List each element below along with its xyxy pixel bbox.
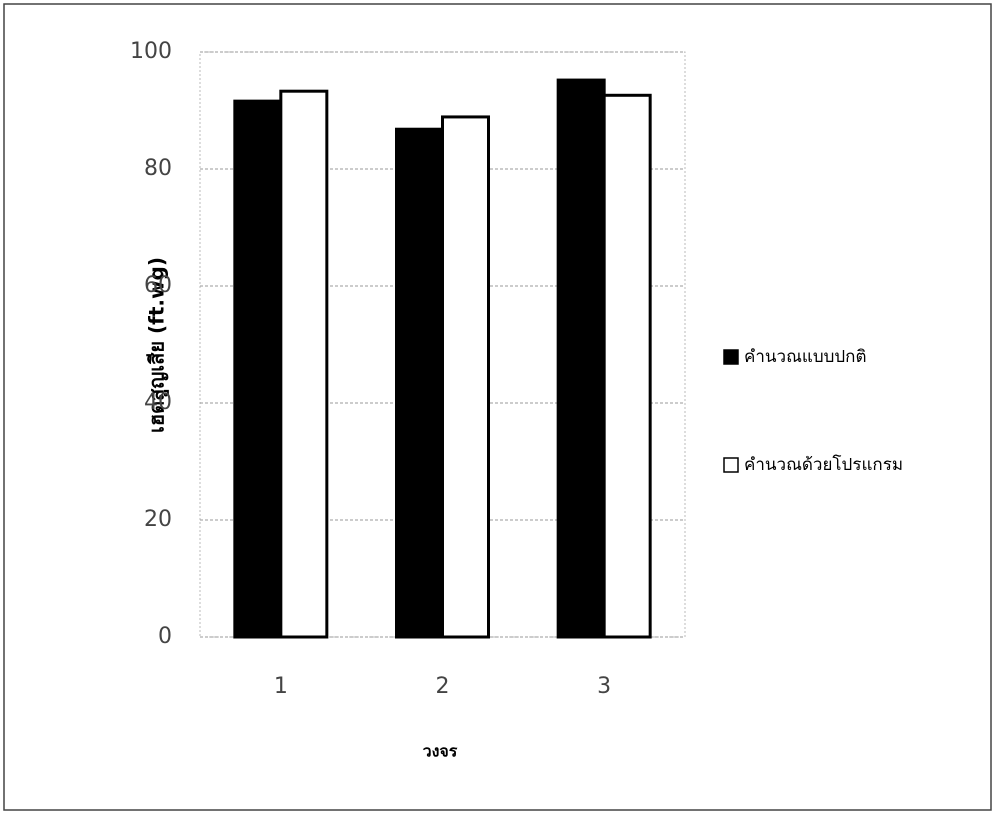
y-tick-label: 100: [130, 39, 172, 64]
bar: [397, 129, 443, 637]
bar: [281, 91, 327, 637]
y-tick-label: 0: [158, 624, 172, 649]
x-tick-label: 3: [597, 674, 611, 699]
bar: [604, 95, 650, 637]
y-tick-label: 60: [144, 273, 172, 298]
bar: [558, 80, 604, 637]
legend-swatch: [724, 458, 738, 472]
x-axis-title: วงจร: [423, 742, 458, 761]
chart: เฮดสูญเสีย (ft.wg) วงจร 020406080100123ค…: [0, 0, 995, 814]
legend-swatch: [724, 350, 738, 364]
x-tick-label: 2: [436, 674, 450, 699]
legend-label: คำนวณแบบปกติ: [744, 347, 867, 367]
bar: [443, 117, 489, 637]
y-tick-label: 40: [144, 390, 172, 415]
y-tick-label: 80: [144, 156, 172, 181]
y-tick-label: 20: [144, 507, 172, 532]
x-tick-label: 1: [274, 674, 288, 699]
legend-label: คำนวณด้วยโปรแกรม: [744, 454, 903, 475]
bar: [235, 101, 281, 637]
